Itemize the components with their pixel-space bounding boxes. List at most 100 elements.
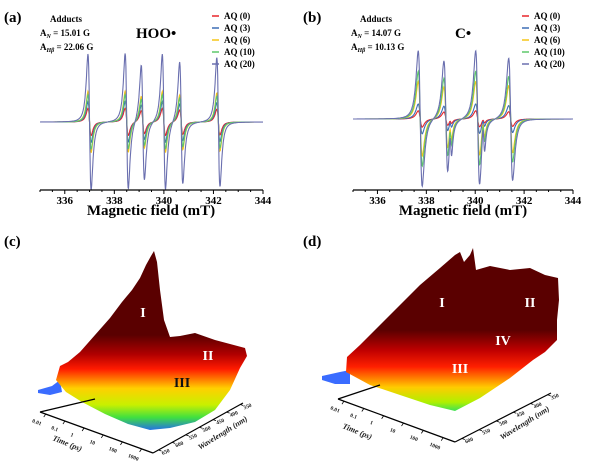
wavelength-tick-label: 350	[243, 403, 253, 412]
surface-left-tail	[322, 370, 350, 384]
time-tick	[361, 408, 365, 412]
time-tick	[100, 434, 104, 439]
adducts-heading: Adducts	[50, 14, 83, 24]
region-label-i: I	[439, 296, 444, 311]
panel-label: (c)	[4, 234, 21, 250]
spectrum-line-4	[40, 53, 263, 191]
time-axis-label: Time (ps)	[51, 434, 83, 454]
a-h-value: AHβ = 22.06 G	[40, 42, 93, 54]
wavelength-tick-label: 500	[499, 419, 509, 428]
time-tick-label: 1000	[127, 453, 140, 463]
a-h-value: AHβ = 10.13 G	[351, 42, 404, 54]
wavelength-axis	[454, 392, 552, 443]
wavelength-tick-label: 600	[464, 437, 474, 446]
x-tick-label: 344	[565, 195, 582, 207]
region-label-i: I	[140, 306, 145, 321]
wavelength-tick	[496, 420, 500, 423]
legend-label: AQ (10)	[224, 47, 255, 57]
x-tick-label: 336	[369, 195, 386, 207]
time-tick-label: 1	[69, 432, 74, 439]
time-tick-label: 0.1	[349, 413, 358, 421]
wavelength-tick-label: 550	[188, 433, 198, 442]
wavelength-tick-label: 350	[550, 393, 560, 402]
x-tick-label: 342	[516, 195, 533, 207]
wavelength-tick	[530, 403, 534, 405]
time-tick-label: 0.01	[31, 418, 42, 427]
wavelength-tick	[185, 434, 189, 437]
time-tick-label: 10	[89, 439, 97, 447]
wavelength-tick	[226, 411, 230, 414]
legend-label: AQ (6)	[224, 35, 250, 45]
spectrum-line-4	[353, 49, 573, 188]
region-label-ii: II	[203, 349, 214, 364]
wavelength-tick	[478, 429, 483, 432]
wavelength-tick	[547, 394, 551, 397]
legend-label: AQ (20)	[534, 59, 565, 69]
time-tick	[81, 427, 85, 432]
legend-label: AQ (0)	[534, 11, 560, 21]
wavelength-axis	[152, 402, 244, 454]
wavelength-tick	[212, 419, 217, 422]
time-tick-label: 1	[369, 420, 374, 427]
wavelength-tick-label: 400	[229, 410, 239, 419]
time-tick	[139, 448, 142, 453]
wavelength-tick-label: 400	[533, 402, 543, 411]
time-tick	[62, 420, 66, 425]
legend-label: AQ (20)	[224, 59, 255, 69]
region-label-ii: II	[525, 296, 536, 311]
wavelength-tick	[461, 438, 465, 440]
wavelength-tick-label: 550	[482, 428, 492, 437]
panel-b: (b) Adducts AN = 14.07 G AHβ = 10.13 G C…	[303, 10, 582, 219]
panel-label: (d)	[303, 234, 321, 250]
wavelength-tick-label: 500	[202, 425, 212, 434]
a-n-value: AN = 15.01 G	[40, 28, 90, 40]
panel-d: (d) I II III IV Time (ps) Wavelength (nm…	[303, 234, 560, 452]
radical-title: HOO•	[136, 26, 176, 42]
x-axis-label: Magnetic field (mT)	[399, 203, 527, 219]
legend-label: AQ (6)	[534, 35, 560, 45]
time-tick-label: 1000	[428, 442, 441, 452]
radical-title: C•	[455, 26, 471, 42]
time-tick-label: 10	[389, 427, 397, 435]
surface-3d	[346, 248, 559, 411]
panel-label: (b)	[303, 10, 321, 26]
time-tick	[381, 415, 384, 419]
x-tick-label: 338	[418, 195, 435, 207]
wavelength-tick	[158, 449, 162, 452]
x-tick-label: 338	[106, 195, 123, 207]
time-axis	[39, 398, 154, 454]
time-axis	[337, 384, 456, 443]
time-tick	[440, 437, 444, 441]
legend-label: AQ (3)	[534, 23, 560, 33]
panel-c: (c) I II III Time (ps) Wavelength (nm) 0…	[4, 234, 253, 463]
surface-left-tail	[38, 380, 62, 395]
legend-label: AQ (0)	[224, 11, 250, 21]
x-tick-label: 342	[205, 195, 222, 207]
time-tick-label: 100	[108, 446, 118, 455]
time-tick	[401, 422, 404, 427]
x-axis-label: Magnetic field (mT)	[87, 203, 215, 219]
wavelength-tick	[171, 442, 176, 444]
time-tick	[120, 441, 123, 446]
legend-label: AQ (10)	[534, 47, 565, 57]
region-label-iii: III	[174, 376, 190, 391]
wavelength-tick-label: 650	[161, 448, 171, 457]
wavelength-tick-label: 600	[175, 441, 185, 450]
wavelength-tick-label: 450	[516, 410, 526, 419]
region-label-iv: IV	[495, 334, 511, 349]
time-tick	[43, 413, 47, 418]
surface-3d	[56, 251, 247, 430]
legend-label: AQ (3)	[224, 23, 250, 33]
x-tick-label: 340	[467, 195, 484, 207]
time-tick	[341, 400, 345, 405]
panel-label: (a)	[4, 10, 22, 26]
wavelength-tick-label: 450	[216, 418, 226, 427]
wavelength-tick	[199, 426, 203, 429]
time-tick-label: 0.01	[329, 405, 340, 414]
wavelength-tick	[513, 411, 517, 414]
time-tick-label: 100	[409, 435, 419, 444]
x-tick-label: 340	[156, 195, 173, 207]
adducts-heading: Adducts	[360, 14, 393, 24]
a-n-value: AN = 14.07 G	[351, 28, 401, 40]
